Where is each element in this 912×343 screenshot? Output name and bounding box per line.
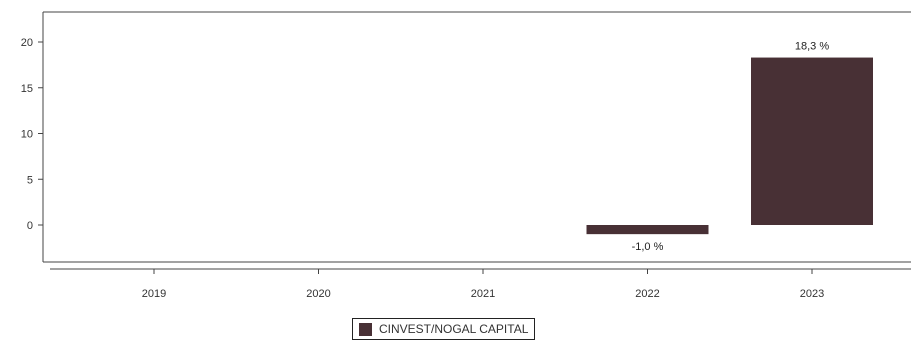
bars (586, 57, 873, 235)
bar (751, 57, 873, 226)
y-tick-label: 15 (21, 83, 33, 95)
bar (586, 225, 709, 235)
bar-data-label: 18,3 % (795, 41, 829, 53)
y-tick-label: 20 (21, 37, 33, 49)
legend-swatch (359, 322, 372, 336)
y-tick-label: 5 (27, 174, 33, 186)
x-tick-label: 2021 (471, 288, 495, 300)
x-axis: 2019 2020 2021 2022 2023 (50, 268, 911, 300)
legend: CINVEST/NOGAL CAPITAL (352, 318, 536, 340)
data-labels: -1,0 % 18,3 % (632, 41, 830, 254)
x-tick-label: 2019 (142, 288, 166, 300)
plot-frame (42, 11, 911, 263)
y-axis: 0 5 10 15 20 (21, 37, 43, 232)
x-tick-label: 2023 (800, 288, 824, 300)
bar-data-label: -1,0 % (632, 241, 664, 253)
x-tick-label: 2020 (306, 288, 330, 300)
x-tick-label: 2022 (635, 288, 659, 300)
y-tick-label: 10 (21, 129, 33, 141)
y-tick-label: 0 (27, 220, 33, 232)
legend-label: CINVEST/NOGAL CAPITAL (379, 322, 529, 336)
